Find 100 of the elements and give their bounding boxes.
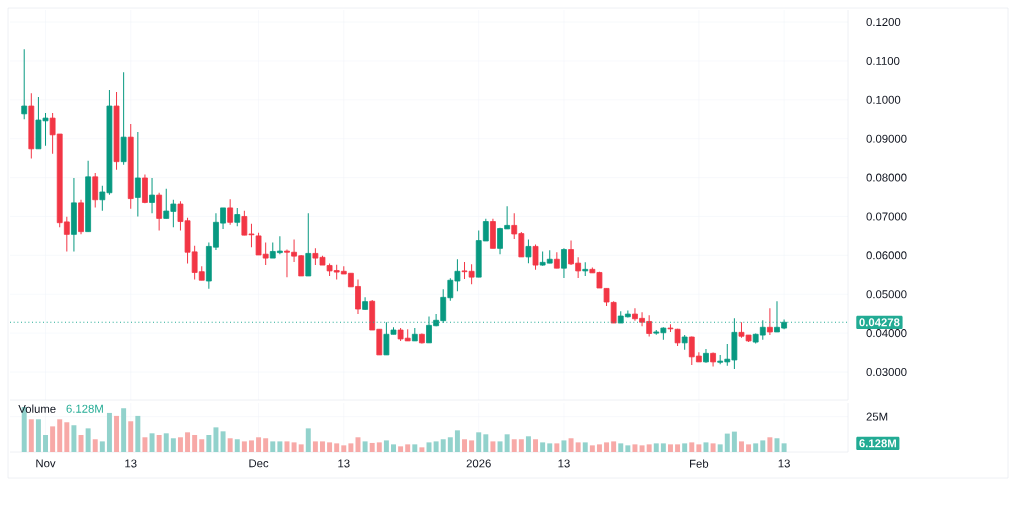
bar — [433, 441, 439, 453]
candlestick — [149, 177, 155, 214]
bar — [632, 444, 638, 453]
bar — [206, 435, 212, 453]
bar — [35, 419, 41, 453]
y-tick-label: 0.1200 — [866, 18, 901, 27]
bar — [760, 440, 766, 453]
x-tick-label: 13 — [338, 459, 350, 468]
candlestick — [305, 212, 312, 277]
bar — [724, 433, 730, 453]
bar — [192, 435, 198, 453]
bar — [696, 444, 702, 453]
chart-subtitle: 6.128M — [66, 404, 103, 413]
bar — [334, 443, 340, 453]
candlestick — [767, 307, 773, 336]
bar — [589, 445, 595, 453]
bar — [746, 444, 752, 453]
bar — [568, 438, 574, 453]
bar — [106, 412, 112, 453]
bar — [241, 441, 247, 453]
bar — [320, 441, 325, 453]
bar — [561, 440, 567, 453]
bar — [703, 442, 709, 453]
bar — [781, 443, 787, 453]
bar — [497, 441, 503, 453]
bar — [270, 441, 276, 453]
bar — [440, 439, 446, 453]
bar — [717, 444, 723, 453]
ref-line-label: 0.04278 — [859, 318, 900, 327]
bar — [731, 431, 737, 453]
bar — [234, 439, 240, 453]
bar — [327, 442, 333, 453]
bar — [248, 440, 254, 453]
bar — [767, 437, 773, 453]
bar — [185, 432, 191, 453]
bar — [170, 438, 176, 453]
bar — [128, 421, 134, 453]
bar — [391, 444, 396, 453]
x-tick-label: Feb — [690, 459, 709, 468]
bar — [660, 443, 666, 453]
x-tick-label: 13 — [125, 459, 137, 468]
bar — [554, 443, 560, 453]
y-tick-label: 0.06000 — [866, 251, 907, 260]
bar — [362, 441, 368, 453]
bar — [177, 437, 183, 453]
bar — [298, 444, 304, 453]
bar — [142, 437, 148, 453]
bar — [121, 408, 127, 453]
bar — [398, 446, 404, 453]
bar — [227, 438, 233, 453]
bar — [533, 439, 539, 453]
candlestick — [21, 48, 28, 120]
candlestick — [561, 247, 567, 279]
y-tick-label: 0.05000 — [866, 290, 907, 299]
bar — [92, 439, 98, 453]
candlestick — [227, 198, 234, 226]
y-tick-label: 0.04000 — [866, 329, 907, 338]
bar — [653, 443, 659, 453]
chart-title: Volume — [18, 404, 56, 413]
bar — [412, 444, 418, 453]
bar — [667, 444, 673, 453]
bar — [675, 444, 681, 453]
y-tick-label: 0.07000 — [866, 212, 907, 221]
bar — [50, 426, 56, 453]
y-tick-label: 0.1100 — [866, 56, 900, 65]
bar — [99, 441, 105, 453]
bar — [504, 434, 510, 453]
bar — [263, 438, 269, 453]
bar — [582, 442, 588, 453]
bar — [540, 442, 546, 453]
bar — [405, 444, 411, 453]
bar — [256, 437, 262, 453]
bar — [511, 439, 517, 453]
bar — [369, 442, 375, 453]
bar — [341, 445, 347, 453]
bar — [28, 419, 34, 453]
bar — [114, 415, 120, 453]
y-tick-label: 0.09000 — [866, 134, 907, 143]
bar — [639, 445, 645, 453]
candlestick — [525, 238, 532, 264]
bar — [710, 443, 716, 453]
y-tick-label: 25M — [866, 412, 888, 421]
bar — [447, 437, 453, 453]
bar — [753, 443, 759, 453]
text: 6.128M — [859, 439, 896, 448]
bar — [213, 427, 219, 453]
y-tick-label: 0.08000 — [866, 173, 907, 182]
candlestick — [532, 243, 539, 271]
candlestick — [156, 192, 163, 231]
bar — [739, 441, 744, 453]
candlestick — [134, 131, 141, 217]
bar — [149, 433, 155, 453]
y-tick-label: 0.03000 — [866, 368, 907, 377]
bar — [611, 441, 617, 453]
bar — [483, 434, 489, 453]
x-tick-label: 13 — [778, 459, 790, 468]
x-tick-label: 2026 — [466, 459, 491, 468]
bar — [525, 436, 531, 453]
x-tick-label: 13 — [558, 459, 570, 468]
bar — [689, 442, 695, 453]
